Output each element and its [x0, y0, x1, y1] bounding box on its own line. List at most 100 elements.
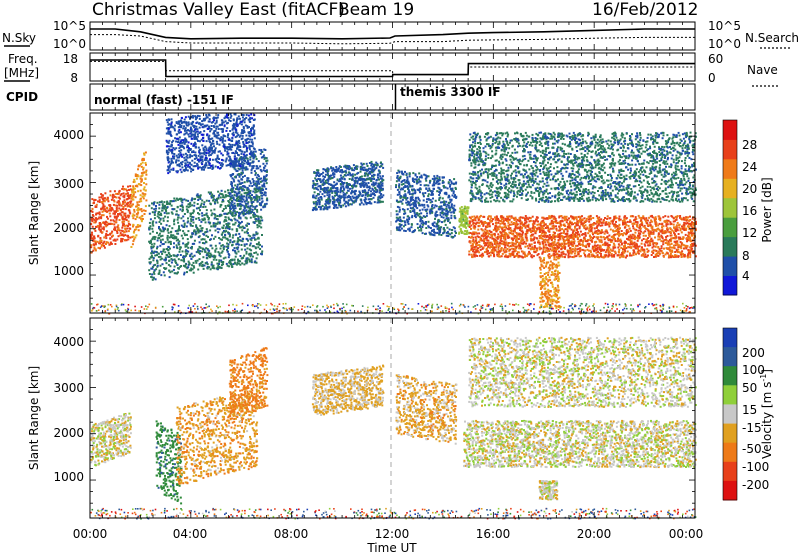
power-cells-cell-4	[225, 158, 228, 161]
power-cells-cell-1	[135, 205, 138, 208]
power-cells-cell-1	[132, 213, 135, 216]
power-cells-cell-3	[265, 187, 268, 190]
power-cells-cell-3	[246, 179, 249, 182]
power-cells-cell-4	[187, 151, 190, 153]
power-cells-cell-5	[340, 176, 343, 179]
power-cells-cell-6	[452, 192, 455, 195]
power-cells-cell-5	[341, 169, 343, 172]
power-cells-cell-5	[368, 202, 371, 205]
power-cells-cell-6	[431, 193, 434, 196]
power-cells-cell-4	[244, 144, 247, 147]
power-cells-cell-6	[441, 221, 443, 224]
power-cells-cell-3	[231, 188, 234, 191]
power-cells-cell-0	[107, 209, 110, 212]
power-cells-cell-5	[331, 191, 334, 194]
power-cells-cell-2	[236, 203, 239, 205]
power-cells-cell-2	[180, 234, 183, 237]
power-cells-cell-8	[680, 253, 682, 256]
power-cells-cell-8	[608, 225, 611, 228]
power-cells-cell-2	[183, 222, 186, 225]
power-cells-cell-2	[235, 263, 238, 266]
power-cells-cell-4	[220, 119, 223, 122]
power-cells-cell-0	[99, 237, 102, 240]
power-cells-cell-0	[91, 214, 94, 216]
power-cells-cell-3	[230, 175, 233, 178]
power-cells-cell-2	[197, 199, 200, 201]
power-cells-cell-4	[208, 164, 211, 166]
power-cells-cell-0	[100, 217, 103, 220]
power-cells-cell-0	[101, 231, 104, 234]
power-cells-cell-0	[101, 244, 103, 247]
power-cells-cell-3	[239, 196, 242, 199]
power-cells-cell-4	[187, 123, 190, 126]
power-cells-cell-4	[185, 124, 188, 127]
power-cells-cell-6	[408, 218, 411, 221]
power-cells-cell-5	[367, 202, 369, 204]
power-cells-cell-3	[230, 202, 233, 205]
power-cells-cell-6	[441, 211, 444, 214]
power-cells-cell-1	[139, 194, 142, 197]
power-cells-cell-1	[136, 185, 139, 188]
power-cells-cell-5	[376, 164, 379, 167]
power-cells-cell-2	[166, 201, 169, 204]
power-cells-cell-7	[467, 207, 470, 210]
power-cells-cell-2	[222, 261, 225, 263]
power-cells-cell-3	[246, 159, 249, 162]
power-cells-cell-2	[208, 256, 211, 259]
power-cells-cell-5	[336, 199, 339, 202]
power-cells-cell-6	[395, 220, 398, 223]
power-cells-cell-5	[382, 194, 385, 197]
power-cells-cell-2	[253, 234, 256, 237]
power-cells-cell-2	[176, 206, 179, 209]
power-cells-cell-6	[399, 188, 402, 191]
power-cells-cell-8	[512, 230, 515, 233]
power-cells-cell-6	[436, 227, 439, 230]
power-cells-cell-2	[254, 238, 257, 241]
power-cells-cell-5	[364, 198, 367, 201]
power-cells-cell-4	[217, 150, 220, 153]
power-cells-cell-2	[247, 201, 250, 204]
power-cells-cell-2	[234, 262, 237, 265]
power-cells-cell-8	[632, 242, 635, 245]
power-cells-cell-2	[221, 231, 224, 234]
power-cells-cell-8	[600, 239, 603, 242]
power-cells-cell-5	[343, 188, 346, 191]
power-cells-cell-0	[114, 229, 117, 232]
power-cells-cell-5	[376, 162, 379, 165]
power-cells-cell-4	[251, 152, 254, 154]
power-cells-cell-6	[433, 184, 436, 187]
power-cells-cell-5	[325, 181, 328, 184]
power-cells-cell-4	[222, 134, 225, 137]
power-cells-cell-4	[229, 143, 232, 146]
power-cells-cell-2	[239, 222, 242, 225]
power-cells-cell-6	[431, 222, 434, 225]
power-cells-cell-5	[334, 183, 337, 186]
power-cells-cell-4	[192, 165, 195, 168]
power-cells-cell-2	[238, 232, 241, 235]
power-cells-cell-3	[246, 168, 249, 171]
power-cells-cell-6	[432, 187, 435, 190]
power-cells-cell-4	[244, 157, 247, 160]
power-cells-cell-4	[239, 149, 242, 151]
power-cells-cell-0	[113, 212, 116, 215]
power-cells-cell-0	[98, 216, 101, 219]
power-cells-cell-7	[461, 212, 464, 215]
power-cells-cell-2	[197, 196, 200, 199]
power-cells-cell-4	[175, 160, 178, 163]
power-cells-cell-8	[500, 237, 503, 240]
power-cells-cell-8	[574, 244, 577, 247]
power-cells-cell-5	[344, 196, 346, 199]
power-cells-cell-6	[419, 191, 421, 194]
power-cells-cell-5	[373, 190, 376, 193]
sky-left-tick-bottom: 10^0	[53, 37, 86, 51]
power-cells-cell-3	[251, 167, 254, 170]
power-cells-cell-7	[460, 206, 463, 208]
power-cells-cell-2	[211, 265, 214, 268]
power-cells-cell-5	[348, 196, 351, 199]
power-cells-cell-8	[486, 253, 489, 255]
power-cells-cell-1	[145, 171, 147, 174]
power-cells-cell-4	[217, 114, 220, 117]
power-cells-cell-7	[464, 226, 467, 228]
power-cells-cell-5	[325, 170, 327, 173]
power-cells-cell-2	[156, 260, 159, 263]
